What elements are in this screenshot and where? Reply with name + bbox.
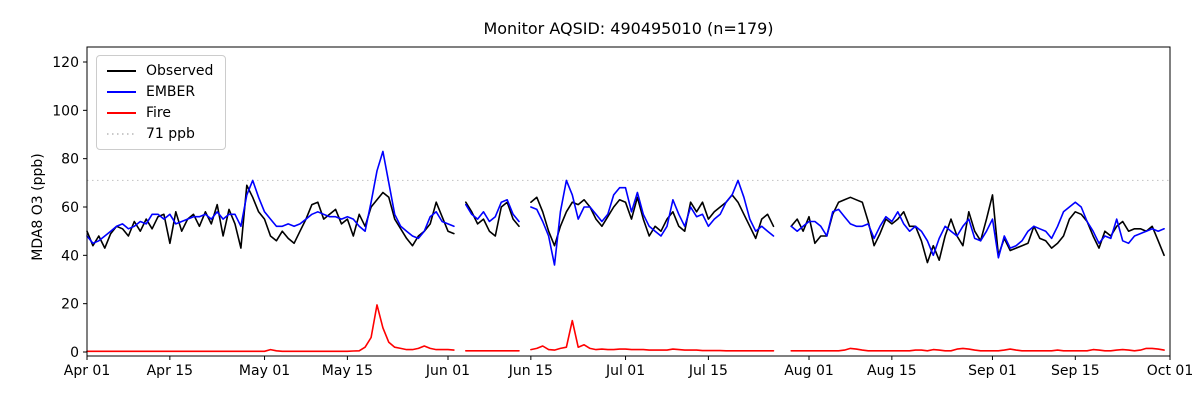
y-tick-label: 100 bbox=[52, 103, 79, 119]
fire-line-swatch bbox=[107, 112, 136, 114]
y-tick-label: 120 bbox=[52, 55, 79, 71]
fire-line bbox=[86, 304, 1165, 353]
x-tick-label: Oct 01 bbox=[1147, 363, 1193, 379]
plot-frame bbox=[86, 46, 1171, 357]
legend-item-threshold: 71 ppb bbox=[107, 127, 213, 141]
x-tick-label: Apr 01 bbox=[64, 363, 110, 379]
legend-label: EMBER bbox=[146, 84, 196, 100]
y-tick-label: 20 bbox=[61, 297, 79, 313]
x-tick-label: Jul 01 bbox=[605, 363, 645, 379]
y-tick-label: 0 bbox=[70, 345, 79, 361]
y-tick-label: 80 bbox=[61, 152, 79, 168]
x-tick-label: Sep 01 bbox=[968, 363, 1017, 379]
legend-item-fire: Fire bbox=[107, 106, 213, 120]
y-tick-label: 60 bbox=[61, 200, 79, 216]
legend-item-observed: Observed bbox=[107, 64, 213, 78]
observed-line-swatch bbox=[107, 70, 136, 72]
x-tick-label: Jun 15 bbox=[508, 363, 553, 379]
x-tick-label: May 15 bbox=[322, 363, 373, 379]
x-tick-label: May 01 bbox=[239, 363, 290, 379]
x-tick-label: Aug 01 bbox=[784, 363, 834, 379]
x-tick-label: Sep 15 bbox=[1051, 363, 1100, 379]
x-tick-label: Aug 15 bbox=[867, 363, 917, 379]
legend-label: Fire bbox=[146, 105, 171, 121]
observed-line bbox=[86, 184, 1165, 264]
x-tick-label: Jul 15 bbox=[688, 363, 728, 379]
x-tick-label: Jun 01 bbox=[425, 363, 470, 379]
legend-label: Observed bbox=[146, 63, 214, 79]
x-tick-label: Apr 15 bbox=[147, 363, 193, 379]
legend: Observed EMBER Fire 71 ppb bbox=[96, 55, 227, 150]
ember-line bbox=[86, 150, 1165, 266]
y-tick-label: 40 bbox=[61, 248, 79, 264]
ember-line-swatch bbox=[107, 91, 136, 93]
legend-label: 71 ppb bbox=[146, 126, 195, 142]
chart-title: Monitor AQSID: 490495010 (n=179) bbox=[483, 19, 774, 38]
threshold-line-swatch bbox=[107, 133, 136, 135]
legend-item-ember: EMBER bbox=[107, 85, 213, 99]
